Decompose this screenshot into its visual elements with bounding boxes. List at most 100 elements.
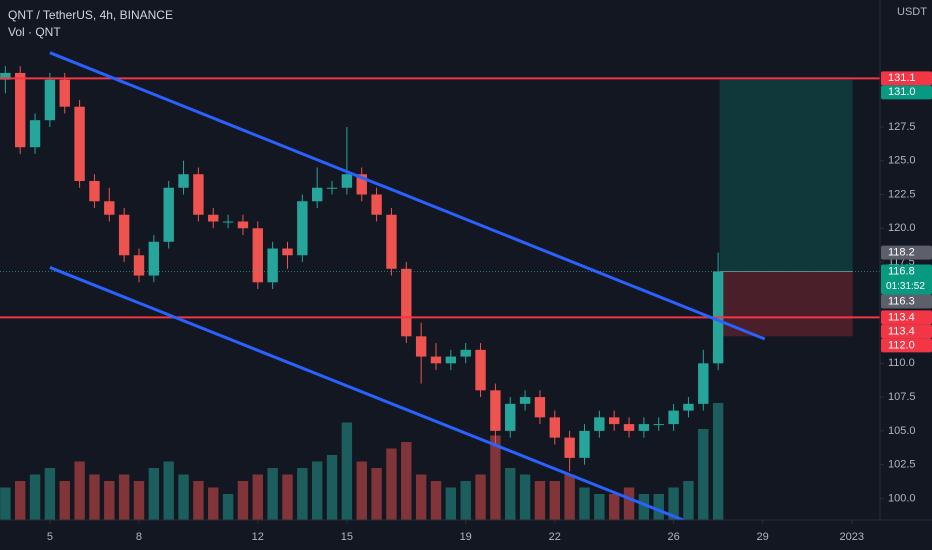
candle-body	[623, 424, 635, 431]
candle-body	[0, 72, 11, 80]
price-tag-label: 113.4	[888, 311, 915, 323]
price-tag	[881, 294, 932, 309]
target-zone	[719, 79, 853, 272]
volume-bar	[712, 403, 724, 520]
candle-body	[505, 403, 516, 431]
volume-bar	[490, 435, 501, 520]
volume-bar	[608, 494, 620, 520]
volume-bar	[445, 487, 457, 520]
candle-body	[311, 187, 323, 202]
price-tag-label: 116.8	[888, 265, 915, 277]
x-tick-label: 5	[47, 531, 53, 543]
volume-bar	[475, 474, 486, 520]
price-tag	[881, 85, 932, 100]
y-tick-label: 120.0	[888, 222, 916, 234]
candle-body	[608, 417, 620, 425]
volume-bar	[460, 481, 471, 520]
volume-bar	[74, 461, 85, 520]
candle-body	[653, 424, 664, 426]
price-tag	[881, 264, 932, 295]
y-tick-label: 105.0	[888, 425, 916, 437]
x-tick-label: 2023	[840, 531, 864, 543]
volume-bar	[564, 474, 575, 520]
price-tag	[881, 324, 932, 339]
volume-bar	[178, 474, 189, 520]
candle-body	[356, 174, 367, 195]
volume-bar	[549, 481, 560, 520]
candle-body	[564, 437, 575, 458]
candle-body	[29, 120, 41, 148]
volume-bar	[623, 487, 635, 520]
candle-body	[579, 430, 590, 458]
chart-title: QNT / TetherUS, 4h, BINANCE	[8, 8, 173, 22]
candle-body	[668, 410, 679, 425]
volume-bar	[252, 474, 263, 520]
volume-bar	[14, 481, 26, 520]
x-tick-label: 22	[549, 531, 561, 543]
candle-body	[237, 221, 249, 229]
candle-body	[326, 187, 338, 189]
candle-body	[401, 268, 412, 337]
volume-bar	[193, 481, 204, 520]
volume-bar	[59, 481, 70, 520]
y-tick-label: 107.5	[888, 391, 916, 403]
volume-bar	[163, 461, 174, 520]
volume-bar	[401, 442, 412, 520]
candle-body	[222, 221, 234, 223]
volume-bar	[237, 481, 249, 520]
candle-body	[594, 417, 605, 431]
candle-body	[460, 349, 471, 357]
volume-bar	[282, 474, 293, 520]
price-tag-label: 118.2	[888, 246, 915, 258]
candle-body	[282, 248, 293, 256]
candle-body	[490, 390, 501, 431]
candle-body	[44, 79, 56, 121]
candle-body	[549, 417, 560, 438]
candle-body	[14, 72, 26, 148]
volume-bar	[89, 474, 100, 520]
candle-body	[74, 106, 85, 181]
x-tick-label: 29	[757, 531, 769, 543]
candle-body	[89, 180, 100, 202]
volume-bar	[44, 468, 56, 520]
axis-unit: USDT	[897, 6, 927, 18]
x-tick-label: 15	[341, 531, 353, 543]
volume-bar	[638, 494, 650, 520]
candle-body	[178, 174, 189, 188]
y-tick-label: 125.0	[888, 155, 916, 167]
volume-bar	[698, 429, 709, 520]
candle-body	[638, 424, 650, 431]
volume-bar	[386, 448, 397, 520]
volume-bar	[133, 481, 145, 520]
volume-bar	[579, 487, 590, 520]
volume-bar	[148, 468, 160, 520]
price-tag-label: 131.1	[888, 72, 916, 84]
price-tag	[881, 310, 932, 325]
y-tick-label: 110.0	[888, 357, 915, 369]
candle-body	[683, 403, 694, 411]
price-tag-label: 112.0	[888, 339, 915, 351]
volume-title: Vol · QNT	[8, 25, 61, 39]
volume-bar	[341, 422, 353, 520]
candle-body	[430, 356, 442, 364]
candle-body	[267, 248, 278, 283]
volume-bar	[326, 455, 338, 520]
stop-zone	[719, 271, 853, 337]
candle-body	[475, 349, 486, 391]
volume-bar	[208, 487, 219, 520]
candle-body	[698, 363, 709, 404]
volume-bar	[104, 481, 115, 520]
y-tick-label: 102.5	[888, 459, 916, 471]
candle-body	[208, 214, 219, 222]
trend-line	[49, 266, 688, 520]
price-tag-label: 116.3	[888, 295, 915, 307]
candle-body	[534, 397, 546, 418]
volume-bar	[534, 481, 546, 520]
volume-bar	[356, 461, 367, 520]
candle-body	[118, 214, 130, 256]
candle-body	[519, 397, 531, 404]
volume-bar	[415, 474, 427, 520]
candle-body	[148, 241, 160, 276]
y-tick-label: 122.5	[888, 188, 916, 200]
